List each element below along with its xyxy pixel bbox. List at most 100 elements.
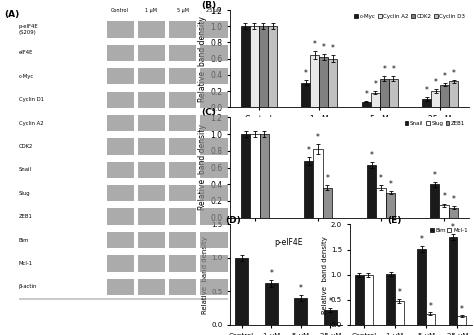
- Bar: [169, 21, 196, 38]
- Bar: [386, 193, 395, 218]
- Bar: [201, 208, 228, 225]
- Bar: [241, 26, 250, 107]
- Bar: [430, 184, 439, 218]
- Bar: [364, 275, 373, 325]
- Bar: [107, 45, 134, 61]
- Bar: [389, 79, 398, 107]
- Bar: [367, 165, 376, 218]
- Y-axis label: Relative  band density: Relative band density: [322, 236, 328, 314]
- Bar: [107, 232, 134, 248]
- Bar: [138, 162, 165, 178]
- Text: *: *: [442, 192, 446, 201]
- Text: p-eIF4E: p-eIF4E: [274, 238, 302, 247]
- Text: *: *: [389, 180, 392, 189]
- Text: *: *: [420, 235, 424, 244]
- Legend: Bim, Mcl-1: Bim, Mcl-1: [428, 227, 469, 234]
- Text: *: *: [328, 297, 332, 306]
- Bar: [260, 134, 269, 218]
- Bar: [268, 26, 277, 107]
- Bar: [107, 21, 134, 38]
- Bar: [376, 188, 386, 218]
- Bar: [324, 310, 337, 325]
- Bar: [169, 115, 196, 131]
- Bar: [439, 205, 449, 218]
- Bar: [169, 185, 196, 201]
- Bar: [169, 45, 196, 61]
- Bar: [201, 138, 228, 154]
- Text: 5 μM: 5 μM: [177, 8, 189, 13]
- Bar: [241, 134, 250, 218]
- Bar: [169, 255, 196, 272]
- Bar: [169, 208, 196, 225]
- Bar: [395, 301, 404, 325]
- Text: p-eIF4E
(S209): p-eIF4E (S209): [19, 24, 38, 35]
- Bar: [328, 59, 337, 107]
- Text: CDK2: CDK2: [19, 144, 33, 149]
- Bar: [107, 279, 134, 295]
- Text: *: *: [397, 288, 401, 297]
- Text: (B): (B): [201, 1, 216, 10]
- Bar: [449, 81, 458, 107]
- Bar: [201, 115, 228, 131]
- Legend: c-Myc, Cyclin A2, CDK2, Cyclin D3: c-Myc, Cyclin A2, CDK2, Cyclin D3: [353, 13, 466, 20]
- Text: *: *: [374, 80, 377, 89]
- Bar: [310, 55, 319, 107]
- Text: *: *: [364, 90, 368, 99]
- Bar: [107, 138, 134, 154]
- Bar: [301, 83, 310, 107]
- Legend: Snail, Slug, ZEB1: Snail, Slug, ZEB1: [403, 120, 466, 127]
- Bar: [250, 26, 259, 107]
- Bar: [355, 275, 364, 325]
- Bar: [201, 279, 228, 295]
- Bar: [138, 45, 165, 61]
- Text: Mcl-1: Mcl-1: [19, 261, 33, 266]
- Text: *: *: [331, 44, 335, 53]
- Bar: [440, 84, 449, 107]
- Bar: [107, 115, 134, 131]
- Text: *: *: [383, 65, 386, 74]
- Text: *: *: [392, 65, 395, 74]
- Text: *: *: [434, 78, 438, 87]
- Text: Snail: Snail: [19, 167, 32, 172]
- Text: Control: Control: [111, 8, 129, 13]
- Text: eIF4E: eIF4E: [19, 50, 33, 55]
- Bar: [138, 255, 165, 272]
- Bar: [107, 68, 134, 84]
- Bar: [418, 249, 426, 325]
- Bar: [201, 45, 228, 61]
- Bar: [107, 208, 134, 225]
- Text: *: *: [425, 86, 428, 95]
- Bar: [294, 298, 308, 325]
- Text: *: *: [313, 40, 317, 49]
- Text: *: *: [460, 305, 464, 314]
- Bar: [107, 162, 134, 178]
- Bar: [107, 91, 134, 108]
- Bar: [457, 316, 466, 325]
- Bar: [138, 232, 165, 248]
- Text: Cyclin D1: Cyclin D1: [19, 97, 44, 102]
- Bar: [138, 208, 165, 225]
- Text: Bim: Bim: [19, 238, 29, 243]
- Text: ZEB1: ZEB1: [19, 214, 33, 219]
- Text: (D): (D): [225, 216, 241, 225]
- Text: *: *: [452, 195, 456, 204]
- Bar: [448, 237, 457, 325]
- Text: (A): (A): [5, 10, 20, 19]
- Bar: [264, 283, 278, 325]
- Bar: [426, 314, 435, 325]
- Text: *: *: [304, 69, 308, 78]
- Text: *: *: [433, 171, 437, 180]
- Text: (C): (C): [201, 108, 216, 117]
- Bar: [169, 68, 196, 84]
- Text: *: *: [326, 174, 329, 183]
- Bar: [138, 91, 165, 108]
- Bar: [169, 279, 196, 295]
- Text: *: *: [307, 145, 310, 154]
- Text: *: *: [269, 269, 273, 278]
- Y-axis label: Relative  band density: Relative band density: [202, 236, 208, 314]
- Bar: [169, 162, 196, 178]
- Bar: [138, 185, 165, 201]
- Text: *: *: [370, 150, 374, 159]
- Bar: [323, 188, 332, 218]
- Bar: [201, 21, 228, 38]
